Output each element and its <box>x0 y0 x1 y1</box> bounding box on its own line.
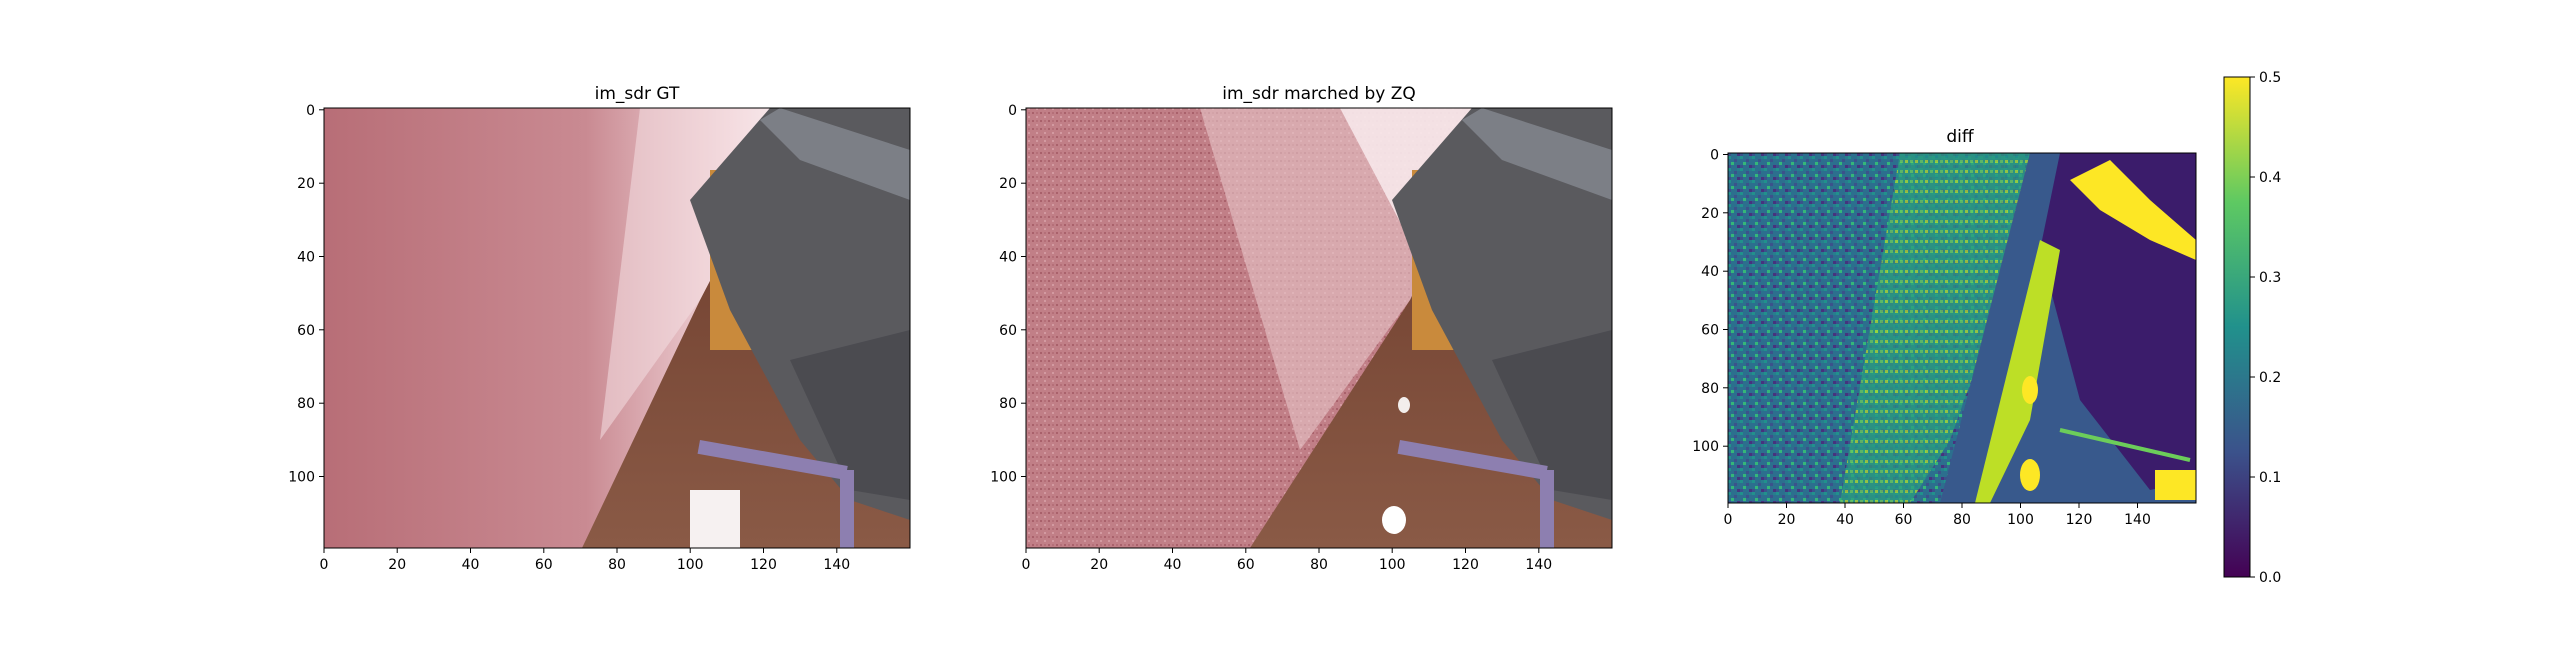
y-tick-label: 60 <box>297 323 315 339</box>
colorbar-tick-label: 0.2 <box>2259 370 2281 386</box>
colorbar-gradient <box>2224 77 2250 577</box>
x-tick-label: 140 <box>2124 512 2151 528</box>
x-tick-label: 100 <box>677 557 704 573</box>
y-tick-label: 40 <box>1701 264 1719 280</box>
x-tick-label: 100 <box>1379 557 1406 573</box>
x-tick-label: 120 <box>1452 557 1479 573</box>
y-tick-label: 80 <box>1701 381 1719 397</box>
x-tick-label: 40 <box>1164 557 1182 573</box>
x-axis: 0 20 40 60 80 100 120 140 <box>1022 548 1552 573</box>
y-axis: 0 20 40 60 80 100 <box>1692 148 1728 455</box>
colorbar: 0.0 0.1 0.2 0.3 0.4 0.5 <box>2223 70 2281 586</box>
y-tick-label: 80 <box>999 396 1017 412</box>
x-tick-label: 100 <box>2007 512 2034 528</box>
x-tick-label: 20 <box>388 557 406 573</box>
x-axis: 0 20 40 60 80 100 120 140 <box>1724 503 2151 528</box>
y-tick-label: 40 <box>999 250 1017 266</box>
image-diff <box>1728 153 2196 503</box>
x-tick-label: 80 <box>1310 557 1328 573</box>
y-tick-label: 100 <box>990 470 1017 486</box>
x-tick-label: 40 <box>462 557 480 573</box>
y-axis: 0 20 40 60 80 100 <box>288 103 324 486</box>
y-tick-label: 40 <box>297 250 315 266</box>
x-axis: 0 20 40 60 80 100 120 140 <box>320 548 850 573</box>
x-tick-label: 80 <box>1953 512 1971 528</box>
y-tick-label: 20 <box>1701 206 1719 222</box>
x-tick-label: 140 <box>1525 557 1552 573</box>
x-tick-label: 60 <box>535 557 553 573</box>
x-tick-label: 0 <box>1022 557 1031 573</box>
x-tick-label: 40 <box>1836 512 1854 528</box>
panel-title: diff <box>1946 127 1975 147</box>
image-marched <box>1026 108 1612 548</box>
colorbar-tick-label: 0.1 <box>2259 470 2281 486</box>
y-tick-label: 20 <box>999 176 1017 192</box>
y-tick-label: 0 <box>1008 103 1017 119</box>
y-axis: 0 20 40 60 80 100 <box>990 103 1026 486</box>
y-tick-label: 100 <box>288 470 315 486</box>
x-tick-label: 80 <box>608 557 626 573</box>
image-gt <box>324 108 910 548</box>
x-tick-label: 120 <box>2066 512 2093 528</box>
colorbar-tick-label: 0.5 <box>2259 70 2281 86</box>
y-tick-label: 0 <box>306 103 315 119</box>
y-tick-label: 80 <box>297 396 315 412</box>
colorbar-frame <box>2223 76 2251 578</box>
x-tick-label: 120 <box>750 557 777 573</box>
panel-diff: diff 0 20 40 60 80 100 120 140 0 20 <box>1692 127 2197 528</box>
x-tick-label: 20 <box>1778 512 1796 528</box>
panel-gt: im_sdr GT 0 20 40 60 80 100 120 140 0 20 <box>288 84 911 573</box>
y-tick-label: 100 <box>1692 439 1719 455</box>
colorbar-tick-label: 0.4 <box>2259 170 2281 186</box>
x-tick-label: 60 <box>1237 557 1255 573</box>
panel-marched: im_sdr marched by ZQ 0 20 40 60 80 100 1… <box>990 84 1613 573</box>
y-tick-label: 60 <box>999 323 1017 339</box>
x-tick-label: 0 <box>320 557 329 573</box>
panel-title: im_sdr GT <box>595 84 680 104</box>
y-tick-label: 60 <box>1701 323 1719 339</box>
x-tick-label: 20 <box>1090 557 1108 573</box>
colorbar-tick-label: 0.0 <box>2259 570 2281 586</box>
x-tick-label: 140 <box>823 557 850 573</box>
colorbar-tick-label: 0.3 <box>2259 270 2281 286</box>
panel-title: im_sdr marched by ZQ <box>1222 84 1415 104</box>
x-tick-label: 60 <box>1895 512 1913 528</box>
x-tick-label: 0 <box>1724 512 1733 528</box>
y-tick-label: 0 <box>1710 148 1719 164</box>
y-tick-label: 20 <box>297 176 315 192</box>
